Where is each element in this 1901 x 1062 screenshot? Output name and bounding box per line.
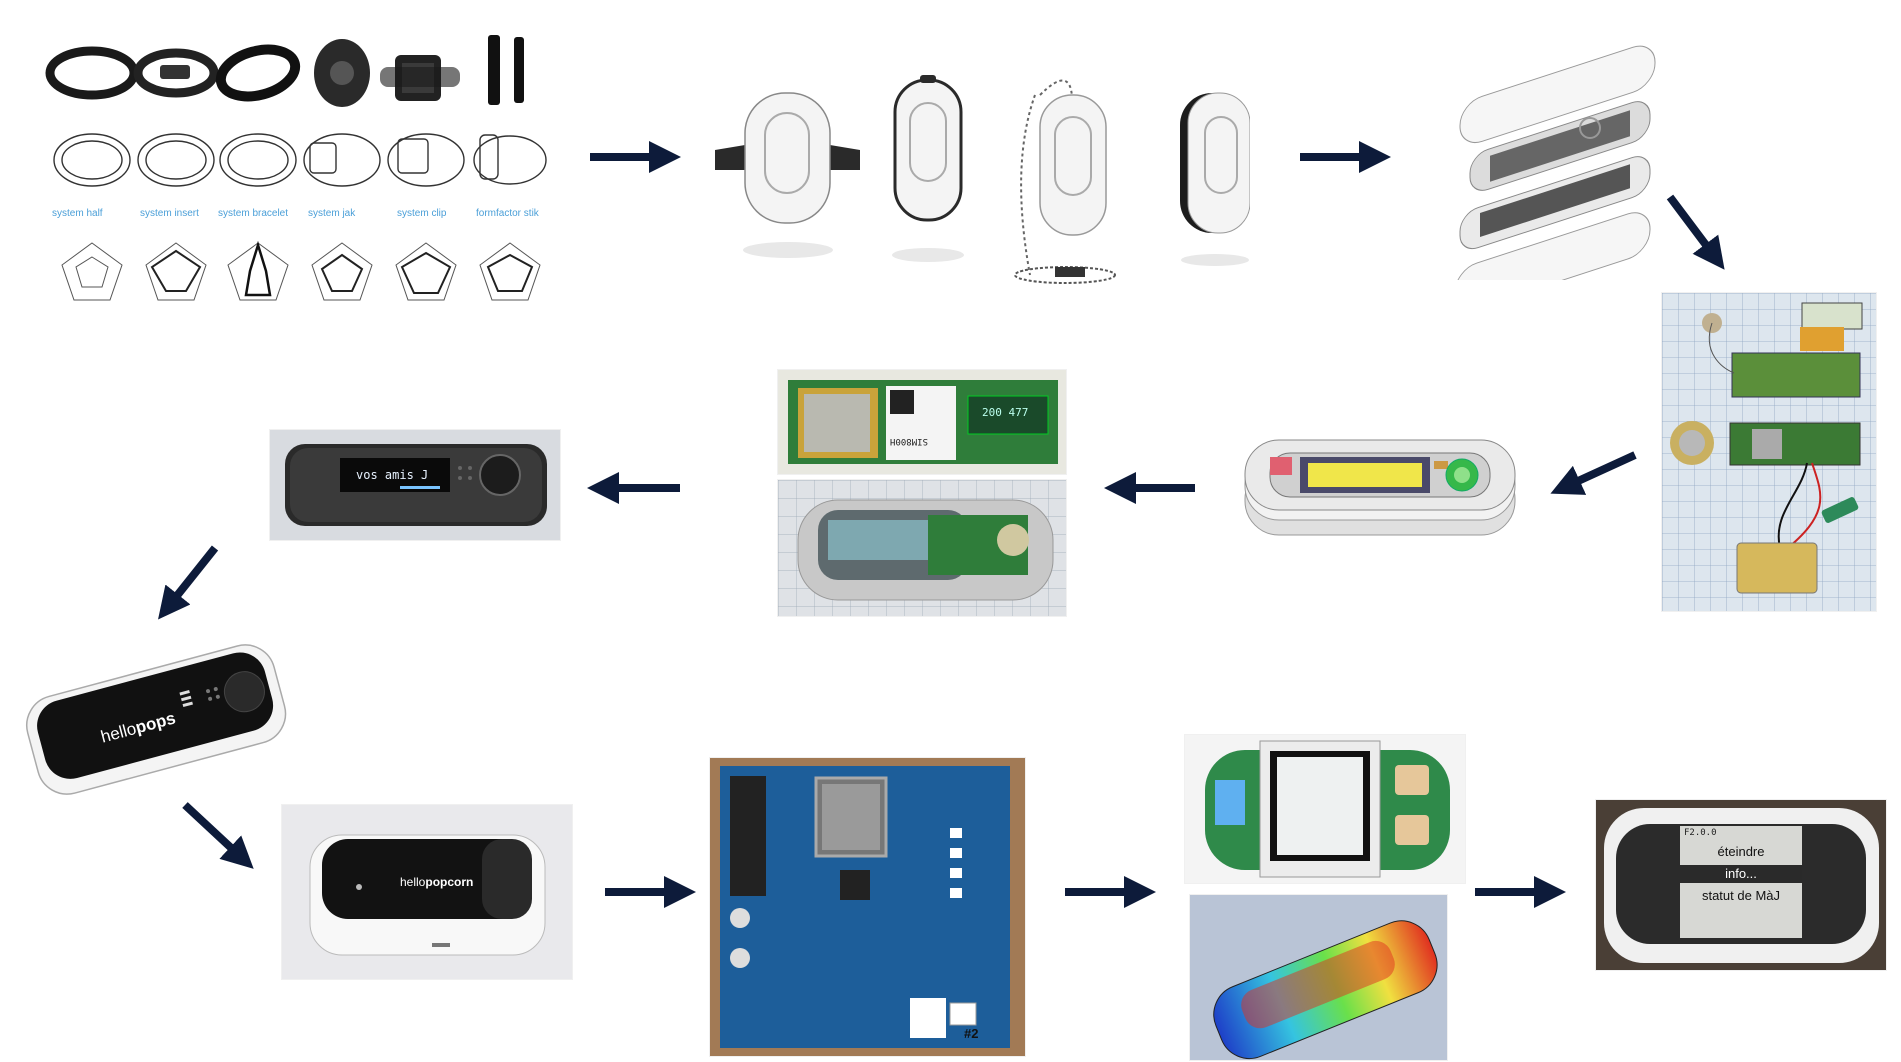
oled-prototype-photo: vos amis J <box>270 430 560 540</box>
wearable-photo-row <box>45 35 524 107</box>
final-device <box>1604 808 1879 963</box>
menu-item-statut[interactable]: statut de MàJ <box>1701 888 1781 903</box>
pcb-render <box>1244 439 1516 536</box>
concept-label-jak: system jak <box>308 208 356 219</box>
hellopopcorn-brand-bold: popcorn <box>425 875 474 889</box>
bracelet-sketch-row <box>53 133 547 187</box>
concept-label-bracelet: system bracelet <box>218 208 289 219</box>
hellopopcorn-device <box>309 834 546 956</box>
formfactor-renders <box>710 75 1250 285</box>
variant-clip <box>1180 92 1250 266</box>
dev-board-photo: #2 <box>710 758 1025 1056</box>
hellopops-device <box>26 644 287 795</box>
variant-chain <box>1014 79 1116 284</box>
concept-sketches <box>45 35 547 301</box>
arrow-hellopops-to-popcorn <box>182 802 254 869</box>
grid-mat <box>1662 293 1876 611</box>
arrow-exploded-to-electronics <box>1666 194 1725 270</box>
dev-board-number: #2 <box>964 1026 979 1041</box>
concept-board: system half system insert system bracele… <box>40 25 550 310</box>
hellopops-render: hellopops <box>15 640 300 810</box>
thermal-simulation-photo <box>1190 895 1447 1060</box>
menu-item-info[interactable]: info... <box>1680 865 1802 883</box>
concept-label-insert: system insert <box>140 208 199 219</box>
exploded-layers <box>1454 45 1656 280</box>
concept-label-formfactor: formfactor stik <box>476 208 539 219</box>
radar-chart-row <box>61 240 541 301</box>
arrow-oled-to-hellopops <box>158 545 219 620</box>
assembly <box>778 480 1066 616</box>
module-chip-label: SIM800H <box>890 436 928 446</box>
assembly-photo <box>778 480 1066 616</box>
hellopopcorn-render: hellopopcorn <box>282 805 572 979</box>
formfactor-variants <box>715 75 1250 284</box>
menu-item-eteindre[interactable]: éteindre <box>1717 844 1765 859</box>
hellopopcorn-brand-light: hello <box>400 875 426 889</box>
module-board <box>788 380 1058 464</box>
thermal-sim <box>1213 920 1438 1059</box>
variant-plain <box>892 75 964 262</box>
oled-device <box>285 444 547 526</box>
variant-strap <box>715 92 860 258</box>
exploded-view <box>1440 40 1670 280</box>
module-display-text: 200 477 <box>982 406 1029 419</box>
arrow-electronics-to-layout <box>1550 451 1637 495</box>
final-device-photo: F2.0.0 éteindre info... statut de MàJ <box>1596 800 1886 970</box>
layout-render <box>1240 435 1520 545</box>
display-module <box>1205 740 1450 878</box>
module-board-photo: SIM800H 200 477 <box>778 370 1066 474</box>
dev-board <box>720 766 1010 1048</box>
concept-label-clip: system clip <box>397 208 447 219</box>
display-module-photo <box>1185 735 1465 883</box>
hellopopcorn-logo: hellopopcorn <box>400 875 473 889</box>
oled-screen-text: vos amis J <box>356 468 429 482</box>
prototype-electronics-photo <box>1662 293 1876 611</box>
final-menu: éteindre info... statut de MàJ <box>1680 840 1802 938</box>
final-status-text: F2.0.0 <box>1684 828 1717 838</box>
concept-label-half: system half <box>52 208 103 219</box>
